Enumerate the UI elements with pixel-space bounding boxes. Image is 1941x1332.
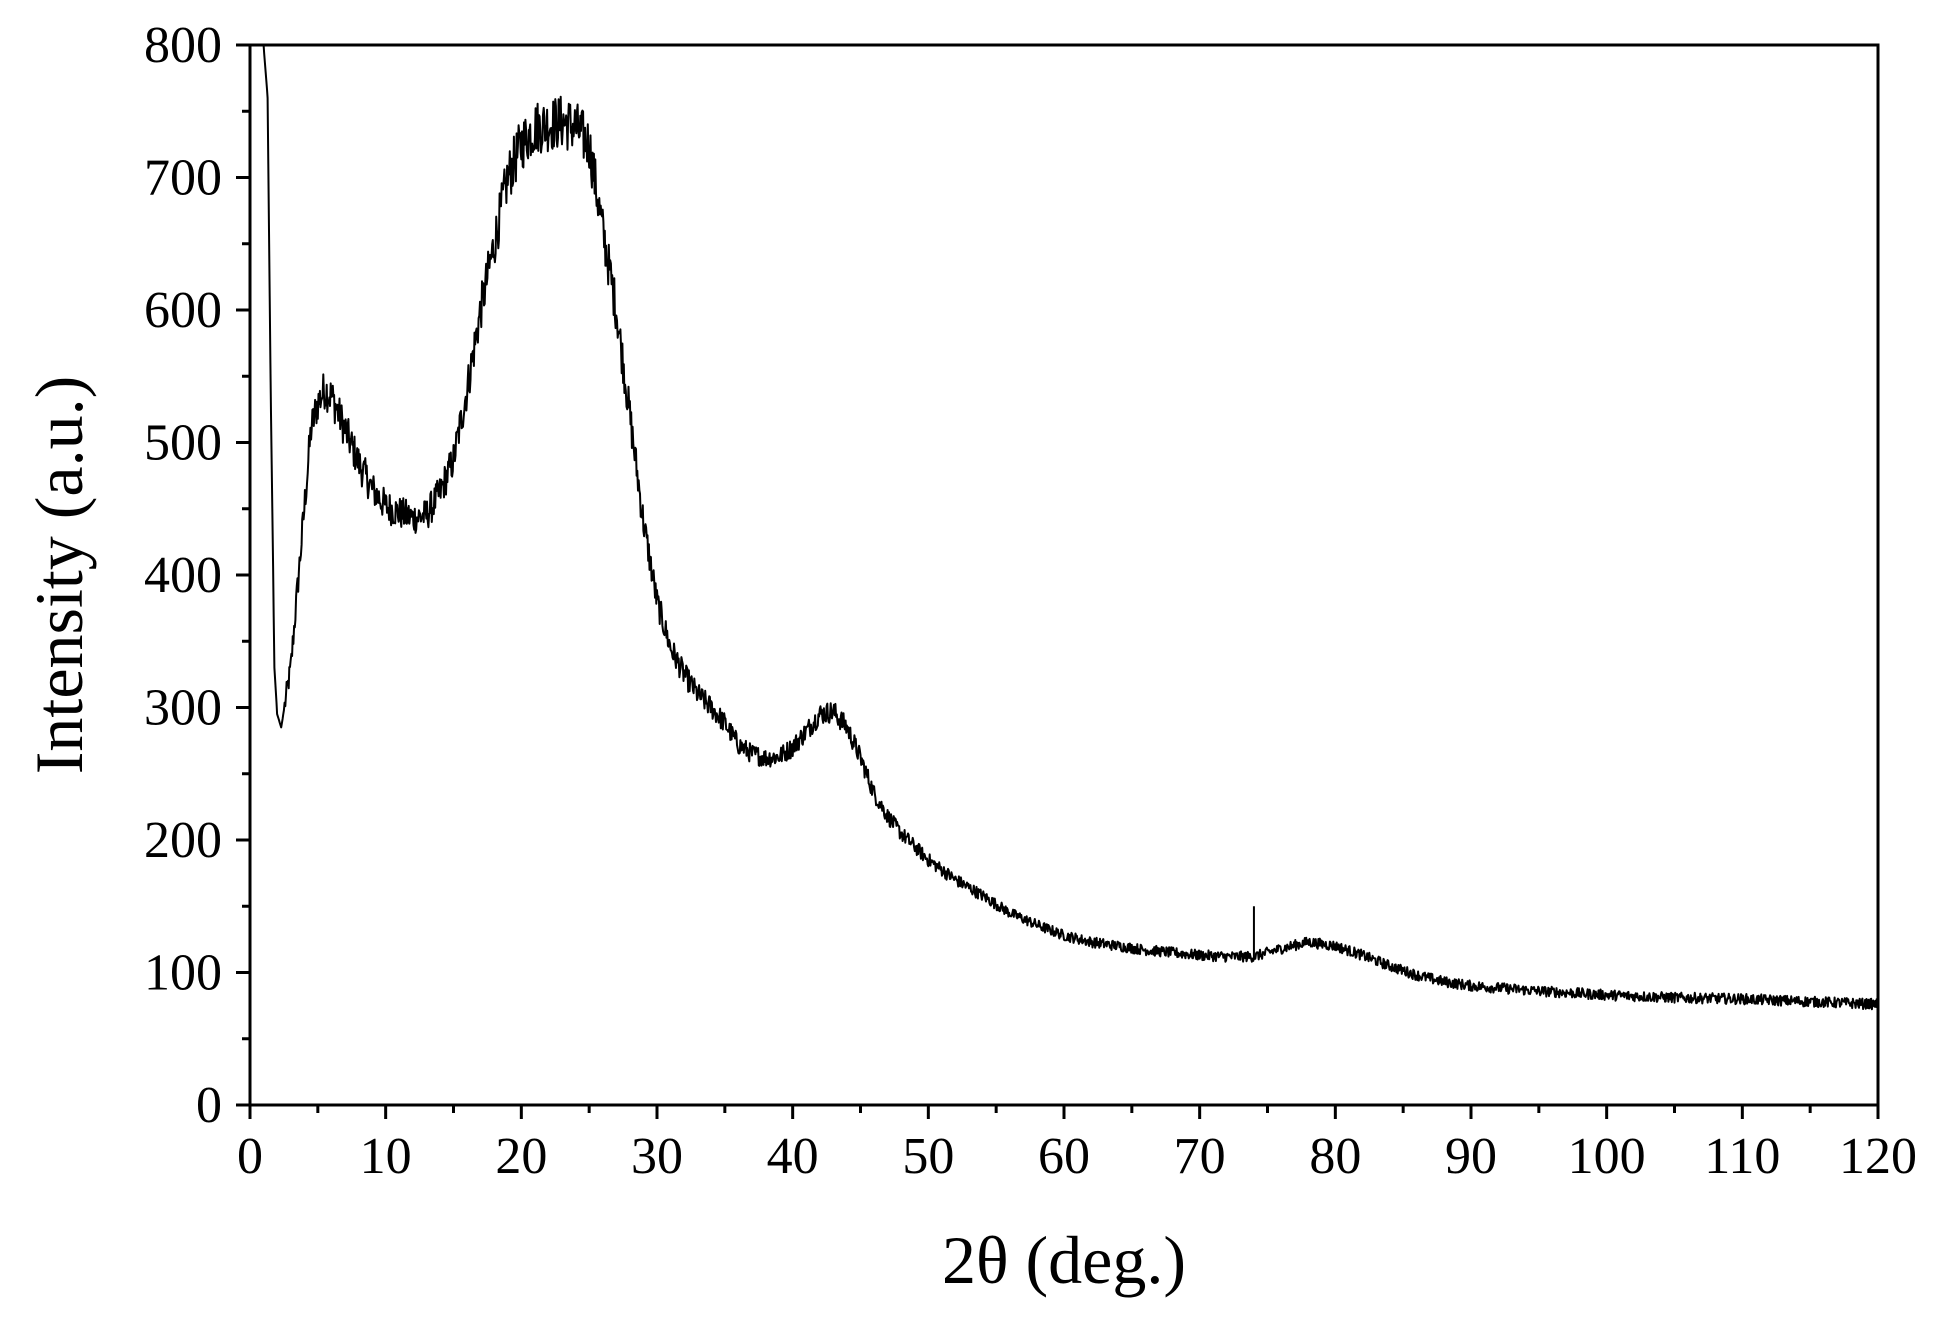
x-tick-label: 40 [767, 1128, 819, 1185]
x-tick-label: 90 [1445, 1128, 1497, 1185]
x-tick-label: 30 [631, 1128, 683, 1185]
series-layer [262, 44, 1879, 1011]
x-tick-label: 110 [1704, 1128, 1780, 1185]
x-tick-label: 0 [237, 1128, 263, 1185]
x-axis: 0 10 20 30 40 50 60 70 80 90 100 110 120 [237, 1105, 1917, 1185]
x-tick-label: 70 [1174, 1128, 1226, 1185]
series-line [262, 44, 1879, 1011]
y-tick-label: 600 [144, 282, 222, 339]
y-axis: 0 100 200 300 400 500 600 700 800 [144, 17, 250, 1134]
plot-frame [248, 43, 1880, 1107]
y-tick-label: 200 [144, 812, 222, 869]
x-tick-label: 50 [902, 1128, 954, 1185]
y-tick-label: 800 [144, 17, 222, 74]
y-tick-label: 400 [144, 547, 222, 604]
x-tick-label: 20 [495, 1128, 547, 1185]
x-tick-label: 10 [360, 1128, 412, 1185]
x-tick-label: 80 [1309, 1128, 1361, 1185]
x-tick-label: 60 [1038, 1128, 1090, 1185]
x-tick-label: 120 [1839, 1128, 1917, 1185]
y-axis-title: Intensity (a.u.) [21, 376, 97, 774]
y-tick-label: 300 [144, 680, 222, 737]
x-tick-label: 100 [1568, 1128, 1646, 1185]
x-axis-title: 2θ (deg.) [942, 1222, 1186, 1298]
y-tick-label: 500 [144, 415, 222, 472]
y-tick-label: 700 [144, 150, 222, 207]
y-tick-label: 0 [196, 1077, 222, 1134]
y-tick-label: 100 [144, 945, 222, 1002]
